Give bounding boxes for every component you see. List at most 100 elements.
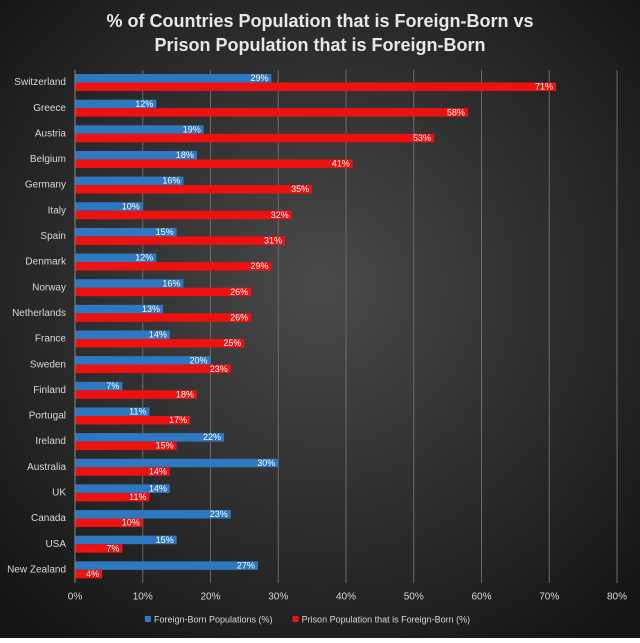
bar [75,518,143,528]
value-label: 14% [149,466,167,476]
value-label: 22% [203,432,221,442]
bar [75,262,272,271]
legend-swatch [292,616,299,622]
value-label: 15% [156,535,174,545]
value-label: 13% [142,304,160,314]
x-tick-label: 30% [268,592,288,603]
bar [75,561,258,570]
x-tick-label: 60% [471,592,491,603]
bar [75,492,150,502]
value-label: 32% [271,210,289,220]
value-label: 27% [237,560,255,570]
bar [75,544,123,553]
legend-label: Prison Population that is Foreign-Born (… [302,614,471,624]
bar [75,415,191,425]
y-tick-label: Finland [33,385,66,396]
value-label: 58% [447,107,465,117]
y-tick-label: Italy [48,205,66,216]
bar [75,304,164,314]
bar [75,364,231,374]
value-label: 12% [135,253,153,263]
value-label: 10% [122,201,140,211]
bar [75,125,204,134]
y-tick-label: Greece [33,103,66,114]
y-tick-label: Denmark [25,257,67,268]
value-label: 14% [149,330,167,340]
y-tick-label: New Zealand [7,564,66,575]
value-label: 23% [210,509,228,519]
bar [75,458,279,468]
value-label: 15% [156,227,174,237]
value-label: 7% [106,543,119,553]
bar [75,313,252,322]
y-tick-label: Belgium [30,154,66,165]
value-label: 35% [291,184,309,194]
x-tick-label: 70% [539,592,559,603]
legend-label: Foreign-Born Populations (%) [154,614,273,624]
x-tick-label: 80% [607,592,627,603]
value-label: 31% [264,236,282,246]
bar [75,484,170,493]
chart-title: % of Countries Population that is Foreig… [106,11,533,31]
value-label: 18% [176,150,194,160]
bar [75,381,123,391]
bar [75,74,272,83]
value-label: 19% [183,124,201,134]
y-tick-label: Australia [27,462,66,473]
bar [75,407,150,416]
x-tick-label: 40% [336,592,356,603]
value-label: 16% [162,176,180,186]
y-tick-label: Switzerland [14,77,66,88]
bar [75,176,184,186]
value-label: 30% [257,458,275,468]
y-tick-label: Portugal [29,411,66,422]
bar [75,433,225,442]
value-label: 29% [250,73,268,83]
x-tick-label: 50% [404,592,424,603]
bar [75,202,143,211]
y-tick-label: Norway [32,282,66,293]
bar [75,279,184,288]
y-tick-label: Spain [40,231,66,242]
x-tick-label: 0% [68,592,83,603]
value-label: 41% [332,159,350,169]
value-label: 26% [230,312,248,322]
bar [75,159,353,168]
bar [75,82,557,91]
y-tick-label: Netherlands [12,308,66,319]
x-tick-label: 10% [133,592,153,603]
value-label: 25% [223,338,241,348]
y-tick-label: France [35,334,67,345]
bar [75,253,157,263]
y-tick-label: Germany [25,180,66,191]
bar [75,99,157,109]
bar [75,133,435,143]
value-label: 29% [250,261,268,271]
value-label: 18% [176,389,194,399]
value-label: 7% [106,381,119,391]
bar [75,339,245,348]
bar [75,510,231,519]
bar [75,236,286,245]
value-label: 23% [210,364,228,374]
y-tick-label: USA [45,539,66,550]
x-tick-label: 20% [200,592,220,603]
value-label: 20% [189,355,207,365]
bar [75,150,197,160]
y-tick-label: Austria [35,128,67,139]
bar [75,227,177,237]
value-label: 11% [129,492,146,502]
bar [75,185,313,194]
bar [75,390,197,399]
value-label: 15% [156,441,174,451]
value-label: 71% [535,82,553,92]
bar [75,108,468,117]
bar [75,210,292,220]
bar [75,330,170,339]
legend-swatch [145,616,151,622]
bar [75,287,252,297]
y-tick-label: Ireland [35,436,66,447]
y-tick-label: UK [52,488,66,499]
